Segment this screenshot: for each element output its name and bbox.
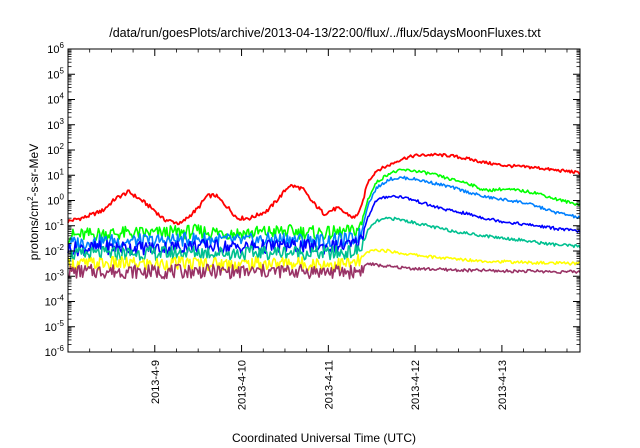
chart-title: /data/run/goesPlots/archive/2013-04-13/2… — [109, 26, 541, 40]
y-axis-label: protons/cm2-s-sr-MeV — [26, 144, 41, 260]
y-axis-ticks: 10-6 10-5 10-4 10-3 10-2 10-1 100 101 102 103 104 1… — [45, 41, 580, 359]
y-tick-label: 10-3 — [45, 268, 65, 283]
series-group — [67, 152, 581, 280]
series-line-5 — [67, 216, 581, 262]
y-tick-label: 10-4 — [45, 294, 65, 309]
x-tick-label: 2013-4-12 — [410, 360, 422, 410]
y-tick-label: 104 — [47, 92, 64, 107]
x-tick-label: 2013-4-13 — [497, 360, 509, 410]
y-tick-label: 106 — [47, 41, 64, 56]
plot-background — [68, 49, 580, 352]
y-tick-label: 10-6 — [45, 344, 65, 359]
series-line-2 — [67, 168, 581, 244]
y-tick-label: 105 — [47, 66, 64, 81]
series-line-7 — [67, 262, 581, 280]
x-tick-label: 2013-4-9 — [150, 360, 162, 404]
y-axis-label-sup: 2 — [26, 196, 35, 201]
y-tick-label: 101 — [47, 167, 64, 182]
y-tick-label: 100 — [47, 193, 64, 208]
y-axis-label-prefix: protons/cm — [27, 201, 41, 260]
x-tick-label: 2013-4-10 — [237, 360, 249, 410]
x-axis-label: Coordinated Universal Time (UTC) — [232, 431, 416, 445]
x-axis-ticks: 2013-4-9 2013-4-10 2013-4-11 2013-4-12 2013-… — [89, 49, 568, 410]
plot-area — [68, 49, 580, 352]
y-axis-label-suffix: -s-sr-MeV — [27, 144, 41, 197]
y-tick-label: 10-2 — [45, 243, 65, 258]
series-line-1 — [67, 152, 581, 226]
series-line-4 — [67, 194, 581, 257]
y-tick-label: 10-1 — [45, 218, 65, 233]
y-tick-label: 10-5 — [45, 319, 65, 334]
x-tick-label: 2013-4-11 — [323, 360, 335, 409]
y-tick-label: 103 — [47, 117, 64, 132]
y-tick-label: 102 — [47, 142, 64, 157]
